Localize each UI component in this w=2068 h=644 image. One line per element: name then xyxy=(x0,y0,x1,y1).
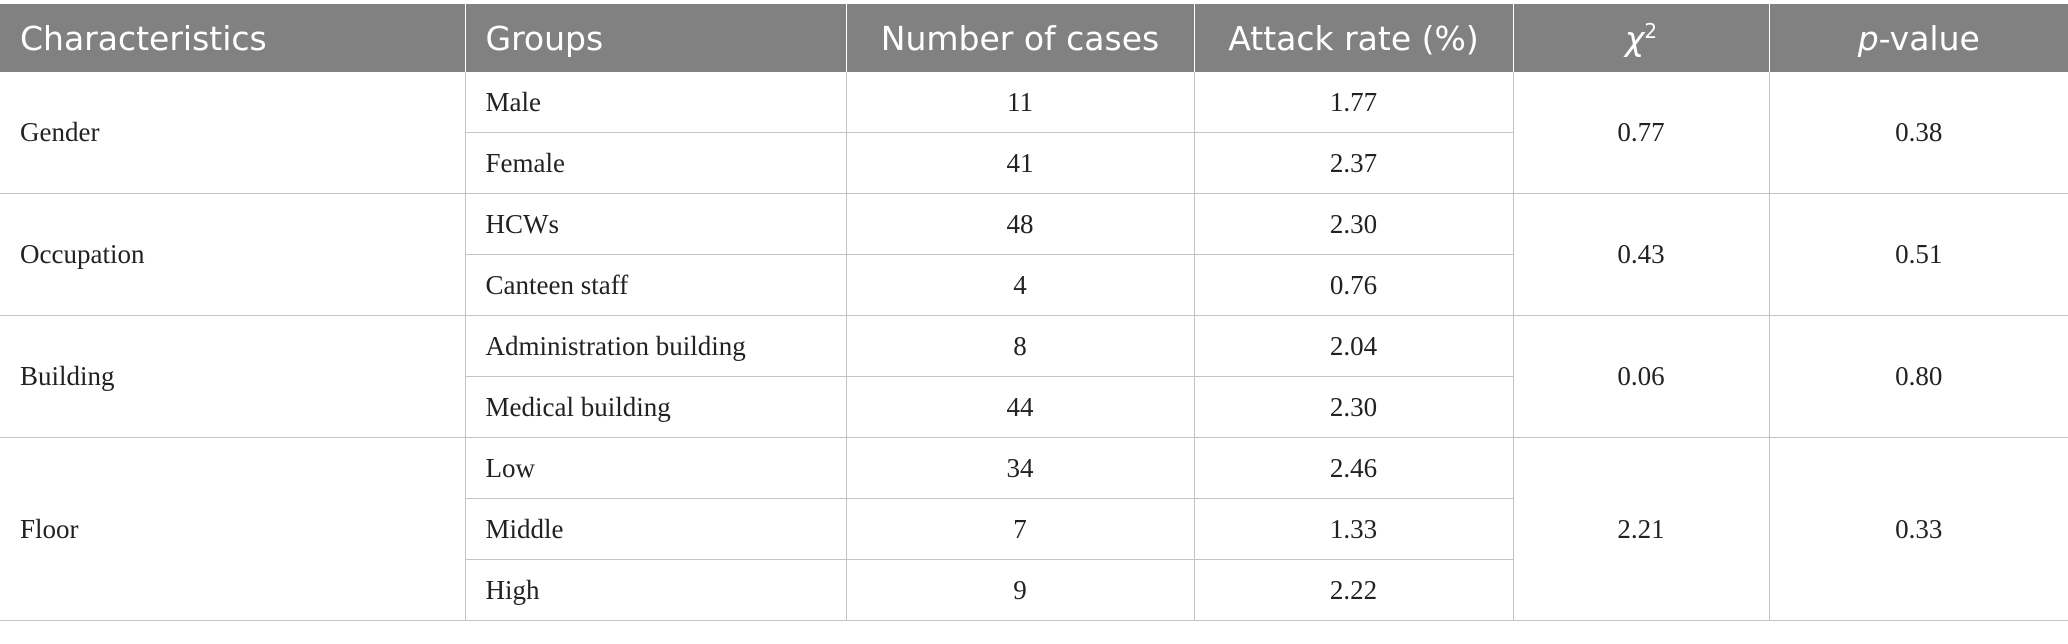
header-attack-rate: Attack rate (%) xyxy=(1193,4,1513,72)
group-cell: Canteen staff xyxy=(465,254,847,316)
cases-cell: 9 xyxy=(845,559,1195,621)
header-number-of-cases: Number of cases xyxy=(845,4,1194,72)
rate-cell: 2.30 xyxy=(1193,193,1514,255)
rate-cell: 2.04 xyxy=(1193,315,1514,377)
chi-symbol: χ xyxy=(1624,18,1645,58)
p-value-suffix: -value xyxy=(1878,18,1980,58)
rate-cell: 2.37 xyxy=(1193,132,1513,194)
table-row: Occupation HCWs 48 2.30 0.43 0.51 xyxy=(0,193,2068,316)
table-row: Building Administration building 8 2.04 … xyxy=(0,315,2068,438)
table-row: High 9 2.22 xyxy=(0,559,2068,621)
group-cell: HCWs xyxy=(464,193,847,255)
table-row: Female 41 2.37 xyxy=(0,132,2068,194)
chi-square-cell: 0.43 xyxy=(1512,193,1770,316)
rate-cell: 2.30 xyxy=(1193,376,1513,438)
cases-cell: 41 xyxy=(845,132,1195,194)
table-row: Medical building 44 2.30 xyxy=(0,376,2068,438)
p-value-cell: 0.80 xyxy=(1768,315,2068,438)
chi-square-cell: 2.21 xyxy=(1512,437,1770,621)
group-cell: Low xyxy=(464,437,847,499)
cases-cell: 11 xyxy=(845,72,1195,133)
group-cell: Male xyxy=(464,72,847,133)
rate-cell: 1.77 xyxy=(1193,72,1514,133)
table-row: Floor Low 34 2.46 2.21 0.33 xyxy=(0,437,2068,621)
p-value-cell: 0.33 xyxy=(1768,437,2068,621)
group-cell: Female xyxy=(465,132,847,194)
cases-cell: 8 xyxy=(845,315,1195,377)
rate-cell: 2.46 xyxy=(1193,437,1514,499)
group-cell: Middle xyxy=(465,498,847,560)
p-value-cell: 0.51 xyxy=(1768,193,2068,316)
data-table: Characteristics Groups Number of cases A… xyxy=(0,4,2068,621)
table-row: Middle 7 1.33 xyxy=(0,498,2068,560)
header-row: Characteristics Groups Number of cases A… xyxy=(0,4,2068,72)
group-cell: Medical building xyxy=(465,376,847,438)
table-row: Gender Male 11 1.77 0.77 0.38 xyxy=(0,72,2068,194)
characteristic-cell: Occupation xyxy=(0,193,466,316)
rate-cell: 1.33 xyxy=(1193,498,1513,560)
rate-cell: 2.22 xyxy=(1193,559,1513,621)
characteristic-cell: Floor xyxy=(0,437,466,621)
cases-cell: 48 xyxy=(845,193,1195,255)
header-p-value: p-value xyxy=(1768,4,2068,72)
header-chi-square: χ2 xyxy=(1512,4,1769,72)
cases-cell: 7 xyxy=(845,498,1195,560)
cases-cell: 34 xyxy=(845,437,1195,499)
group-cell: High xyxy=(465,559,847,621)
chi-square-cell: 0.77 xyxy=(1512,72,1770,194)
characteristic-cell: Gender xyxy=(0,72,466,194)
chi-superscript: 2 xyxy=(1644,18,1658,43)
header-groups: Groups xyxy=(464,4,846,72)
p-value-cell: 0.38 xyxy=(1768,72,2068,194)
cases-cell: 44 xyxy=(845,376,1195,438)
rate-cell: 0.76 xyxy=(1193,254,1513,316)
table-row: Canteen staff 4 0.76 xyxy=(0,254,2068,316)
chi-square-cell: 0.06 xyxy=(1512,315,1770,438)
group-cell: Administration building xyxy=(464,315,847,377)
p-symbol: p xyxy=(1857,18,1879,58)
characteristic-cell: Building xyxy=(0,315,466,438)
cases-cell: 4 xyxy=(845,254,1195,316)
header-characteristics: Characteristics xyxy=(0,4,465,72)
